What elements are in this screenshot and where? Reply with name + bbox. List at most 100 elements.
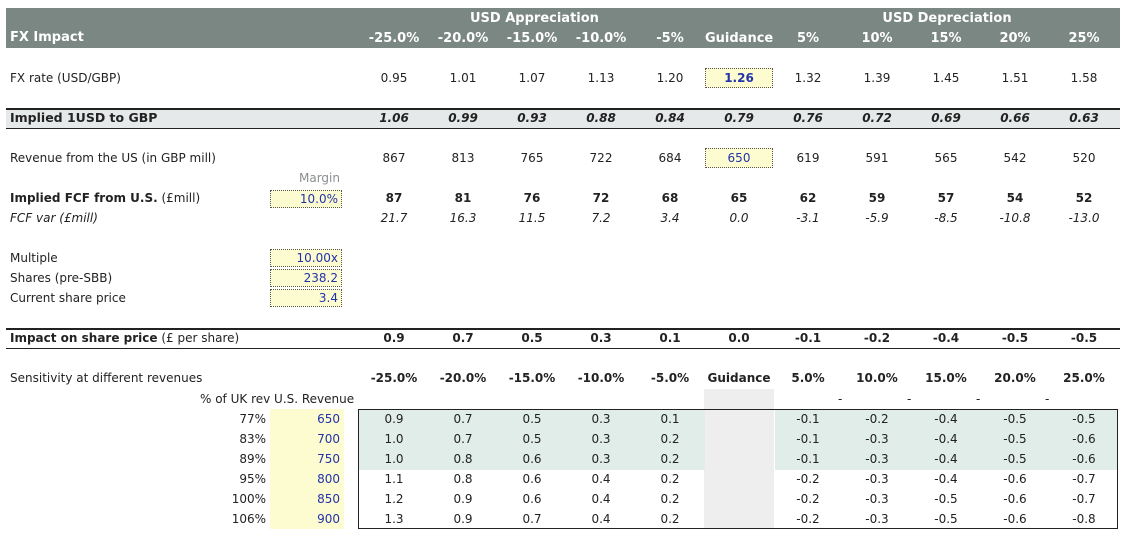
guidance-revenue-input[interactable] bbox=[705, 148, 773, 168]
implied-fcf-cell-4: 68 bbox=[661, 191, 679, 205]
sens-cell-5-8: -0.5 bbox=[934, 512, 958, 526]
fx-rate-cell-7: 1.39 bbox=[863, 71, 891, 85]
sens-cell-3-3: 0.4 bbox=[591, 472, 611, 486]
implied-usd-band bbox=[6, 108, 1120, 129]
revenue-cell-6: 619 bbox=[796, 151, 820, 165]
sens-pct-5: 106% bbox=[231, 512, 266, 526]
dash-3: - bbox=[1045, 392, 1050, 406]
impact-cell-8: -0.4 bbox=[932, 331, 960, 345]
dash-0: - bbox=[838, 392, 843, 406]
sens-cell-2-5 bbox=[705, 449, 773, 469]
sens-cell-0-9: -0.5 bbox=[1003, 412, 1027, 426]
implied-usd-cell-4: 0.84 bbox=[655, 111, 685, 125]
sensitivity-col-4: -5.0% bbox=[650, 371, 690, 385]
sens-rev-3[interactable]: 800 bbox=[317, 472, 340, 486]
sens-cell-1-4: 0.2 bbox=[660, 432, 680, 446]
sens-cell-4-8: -0.5 bbox=[934, 492, 958, 506]
sens-cell-4-2: 0.6 bbox=[522, 492, 542, 506]
impact-band bbox=[6, 328, 1120, 349]
sens-cell-1-2: 0.5 bbox=[522, 432, 542, 446]
sens-cell-5-9: -0.6 bbox=[1003, 512, 1027, 526]
sens-cell-4-7: -0.3 bbox=[865, 492, 889, 506]
sens-cell-2-8: -0.4 bbox=[934, 452, 958, 466]
guidance-column-shade bbox=[704, 389, 774, 529]
header-col-6: 5% bbox=[796, 31, 820, 46]
matrix-shade-right bbox=[775, 410, 1117, 470]
sens-rev-2[interactable]: 750 bbox=[317, 452, 340, 466]
header-col-7: 10% bbox=[861, 31, 893, 46]
input-value-2[interactable]: 3.4 bbox=[270, 289, 342, 307]
sens-cell-0-5 bbox=[705, 409, 773, 429]
margin-caption: Margin bbox=[299, 171, 340, 185]
sens-cell-4-10: -0.7 bbox=[1072, 492, 1096, 506]
sens-rev-4[interactable]: 850 bbox=[317, 492, 340, 506]
guidance-fx-input[interactable] bbox=[705, 68, 773, 88]
revenue-cell-10: 520 bbox=[1072, 151, 1096, 165]
sens-cell-5-2: 0.7 bbox=[522, 512, 542, 526]
fx-impact-header bbox=[6, 8, 1120, 48]
sens-rev-5[interactable]: 900 bbox=[317, 512, 340, 526]
revenue-cell-2: 765 bbox=[520, 151, 544, 165]
fcf-var-cell-10: -13.0 bbox=[1068, 211, 1100, 225]
sens-cell-2-0: 1.0 bbox=[384, 452, 404, 466]
sensitivity-col-5: Guidance bbox=[707, 371, 771, 385]
sens-pct-0: 77% bbox=[239, 412, 266, 426]
sens-cell-3-4: 0.2 bbox=[660, 472, 680, 486]
sens-cell-0-10: -0.5 bbox=[1072, 412, 1096, 426]
sens-rev-1[interactable]: 700 bbox=[317, 432, 340, 446]
sensitivity-col-7: 10.0% bbox=[856, 371, 898, 385]
sensitivity-col-2: -15.0% bbox=[508, 371, 556, 385]
sens-cell-2-6: -0.1 bbox=[796, 452, 820, 466]
implied-fcf-label: Implied FCF from U.S. (£mill) bbox=[10, 191, 201, 205]
matrix-shade-left bbox=[359, 410, 705, 470]
sens-cell-5-6: -0.2 bbox=[796, 512, 820, 526]
sens-cell-4-9: -0.6 bbox=[1003, 492, 1027, 506]
sensitivity-label: Sensitivity at different revenues bbox=[10, 371, 203, 385]
fcf-var-cell-2: 11.5 bbox=[518, 211, 546, 225]
sens-cell-3-10: -0.7 bbox=[1072, 472, 1096, 486]
sheet-title: FX Impact bbox=[10, 30, 84, 45]
fcf-var-cell-4: 3.4 bbox=[660, 211, 680, 225]
sens-pct-2: 89% bbox=[239, 452, 266, 466]
sensitivity-col-3: -10.0% bbox=[577, 371, 625, 385]
implied-usd-cell-5: 0.79 bbox=[724, 111, 754, 125]
input-value-0[interactable]: 10.00x bbox=[270, 249, 342, 267]
sens-cell-4-5 bbox=[705, 489, 773, 509]
sensitivity-col-8: 15.0% bbox=[925, 371, 967, 385]
revenue-cell-1: 813 bbox=[451, 151, 475, 165]
fx-rate-cell-6: 1.32 bbox=[794, 71, 822, 85]
revenue-cell-9: 542 bbox=[1003, 151, 1027, 165]
sens-cell-3-2: 0.6 bbox=[522, 472, 542, 486]
sens-cell-3-0: 1.1 bbox=[384, 472, 404, 486]
sens-pct-3: 95% bbox=[239, 472, 266, 486]
sens-cell-2-7: -0.3 bbox=[865, 452, 889, 466]
sens-cell-1-0: 1.0 bbox=[384, 432, 404, 446]
implied-usd-cell-10: 0.63 bbox=[1069, 111, 1099, 125]
revenue-cell-8: 565 bbox=[934, 151, 958, 165]
impact-cell-9: -0.5 bbox=[1001, 331, 1029, 345]
revenue-label: Revenue from the US (in GBP mill) bbox=[10, 151, 216, 165]
sens-cell-2-3: 0.3 bbox=[591, 452, 611, 466]
sens-cell-3-6: -0.2 bbox=[796, 472, 820, 486]
fcf-var-cell-3: 7.2 bbox=[591, 211, 611, 225]
implied-usd-cell-3: 0.88 bbox=[586, 111, 616, 125]
sensitivity-col-0: -25.0% bbox=[370, 371, 418, 385]
sens-cell-5-10: -0.8 bbox=[1072, 512, 1096, 526]
sens-cell-1-5 bbox=[705, 429, 773, 449]
header-col-9: 20% bbox=[999, 31, 1031, 46]
implied-usd-label: Implied 1USD to GBP bbox=[10, 110, 158, 125]
dash-1: - bbox=[907, 392, 912, 406]
sensitivity-col-6: 5.0% bbox=[791, 371, 825, 385]
implied-fcf-cell-3: 72 bbox=[592, 191, 610, 205]
fcf-var-cell-7: -5.9 bbox=[865, 211, 889, 225]
margin-input[interactable]: 10.0% bbox=[270, 190, 342, 208]
input-value-1[interactable]: 238.2 bbox=[270, 269, 342, 287]
sens-cell-5-0: 1.3 bbox=[384, 512, 404, 526]
sens-cell-4-4: 0.2 bbox=[660, 492, 680, 506]
implied-fcf-cell-9: 54 bbox=[1006, 191, 1024, 205]
sens-cell-0-6: -0.1 bbox=[796, 412, 820, 426]
sensitivity-col-9: 20.0% bbox=[994, 371, 1036, 385]
sens-rev-0[interactable]: 650 bbox=[317, 412, 340, 426]
header-col-3: -10.0% bbox=[575, 31, 627, 46]
impact-cell-1: 0.7 bbox=[452, 331, 474, 345]
